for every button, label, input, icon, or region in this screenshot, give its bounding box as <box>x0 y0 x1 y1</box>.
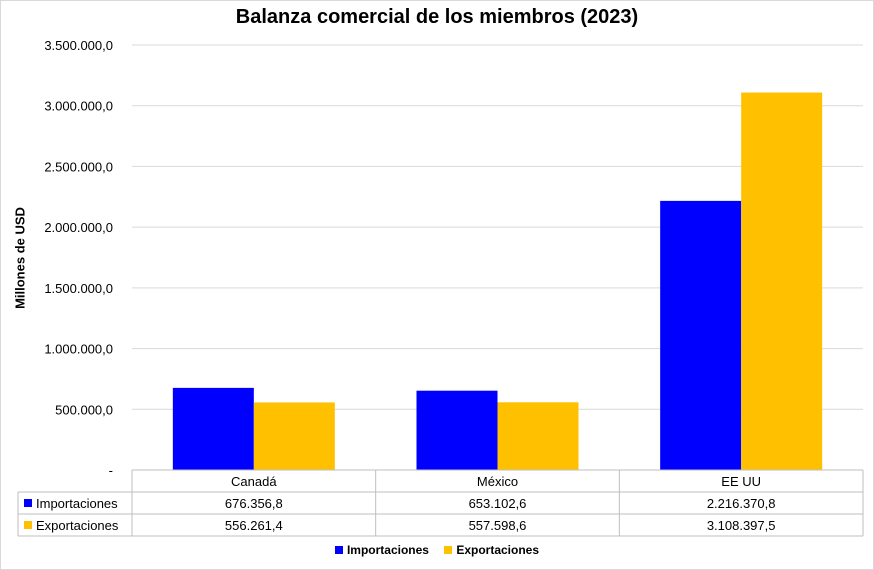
table-cell-importaciones-canada: 676.356,8 <box>225 496 283 511</box>
y-tick-label: 1.000.000,0 <box>44 342 113 357</box>
table-cell-exportaciones-canada: 556.261,4 <box>225 518 283 533</box>
y-axis-ticks: - 500.000,0 1.000.000,0 1.500.000,0 2.000.00… <box>44 38 113 478</box>
table-row-label-importaciones: Importaciones <box>36 496 118 511</box>
table-cell-importaciones-ee-uu: 2.216.370,8 <box>707 496 776 511</box>
legend-swatch-exportaciones <box>444 546 453 554</box>
bars <box>172 92 823 471</box>
bar-exportaciones-ee-uu <box>741 92 823 471</box>
table-header-ee-uu: EE UU <box>721 474 761 489</box>
table-cell-exportaciones-ee-uu: 3.108.397,5 <box>707 518 776 533</box>
y-tick-label: 2.000.000,0 <box>44 220 113 235</box>
table-cell-importaciones-mexico: 653.102,6 <box>469 496 527 511</box>
bar-importaciones-canada <box>172 387 254 470</box>
legend-item-exportaciones: Exportaciones <box>444 543 539 557</box>
bar-exportaciones-canada <box>253 402 335 470</box>
table-swatch-importaciones <box>24 499 32 507</box>
y-tick-label: 3.500.000,0 <box>44 38 113 53</box>
table-row-label-exportaciones: Exportaciones <box>36 518 119 533</box>
data-table: Canadá México EE UU Importaciones 676.356,8 6… <box>17 469 864 537</box>
y-tick-label: 3.000.000,0 <box>44 99 113 114</box>
bar-importaciones-mexico <box>416 390 498 470</box>
y-tick-label: - <box>109 463 113 478</box>
table-header-canada: Canadá <box>231 474 277 489</box>
legend-item-importaciones: Importaciones <box>334 543 429 557</box>
legend: Importaciones Exportaciones <box>0 543 874 557</box>
chart-title: Balanza comercial de los miembros (2023) <box>235 6 639 28</box>
y-tick-label: 2.500.000,0 <box>44 159 113 174</box>
y-tick-label: 500.000,0 <box>55 402 113 417</box>
legend-label-exportaciones: Exportaciones <box>456 543 540 557</box>
legend-label-importaciones: Importaciones <box>346 543 429 557</box>
table-swatch-exportaciones <box>24 521 32 529</box>
bar-importaciones-ee-uu <box>660 200 742 470</box>
legend-swatch-importaciones <box>334 546 343 554</box>
bar-exportaciones-mexico <box>497 402 579 470</box>
y-tick-label: 1.500.000,0 <box>44 281 113 296</box>
table-cell-exportaciones-mexico: 557.598,6 <box>469 518 527 533</box>
table-header-mexico: México <box>477 474 518 489</box>
